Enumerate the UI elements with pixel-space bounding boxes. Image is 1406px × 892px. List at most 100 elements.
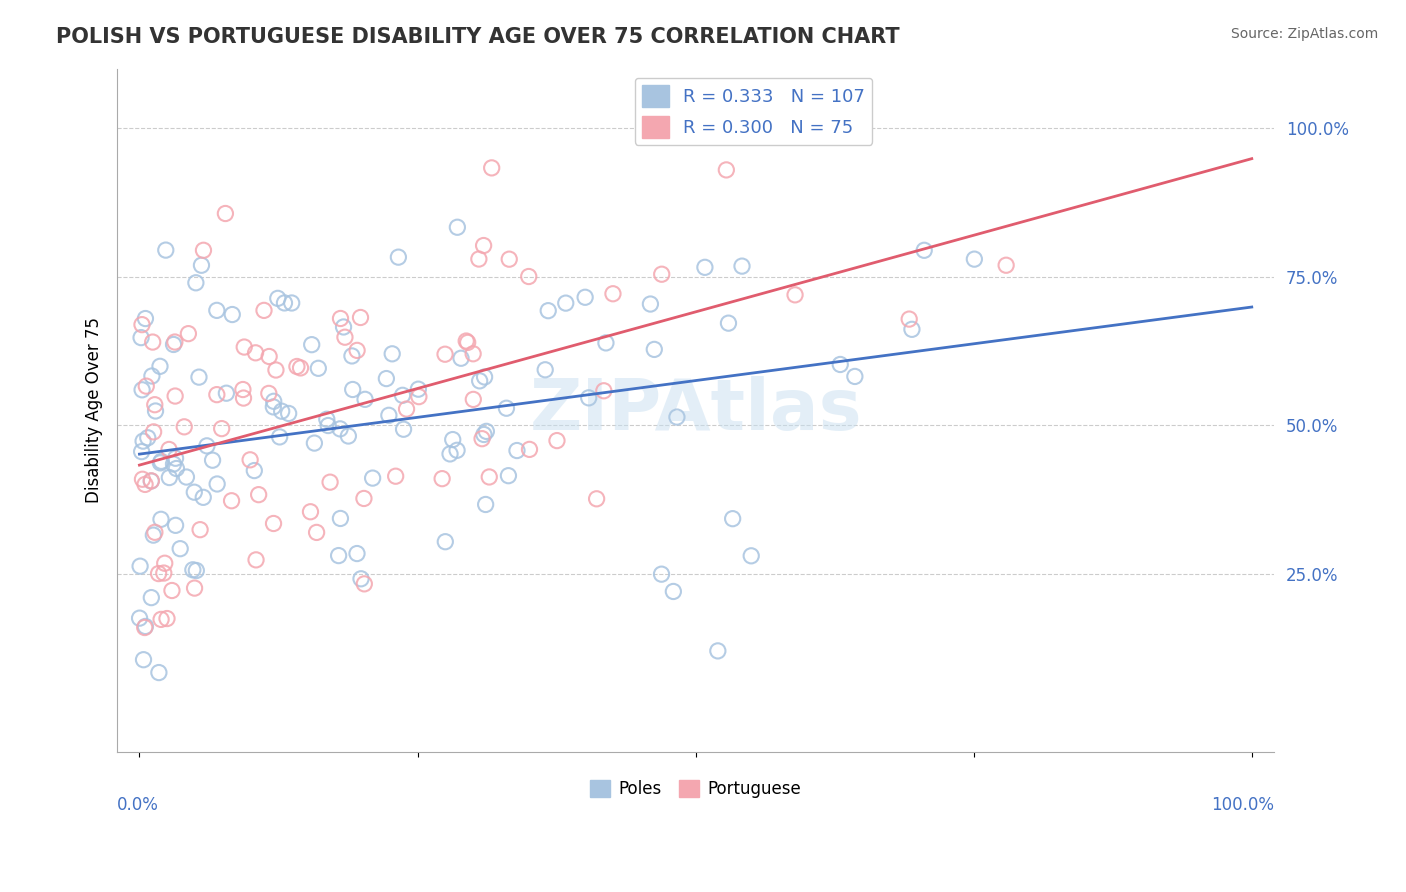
Point bbox=[387, 250, 409, 264]
Point bbox=[155, 243, 177, 257]
Point bbox=[162, 457, 184, 471]
Point bbox=[471, 432, 494, 446]
Point bbox=[150, 612, 173, 626]
Point bbox=[912, 244, 935, 258]
Point bbox=[173, 419, 195, 434]
Point bbox=[963, 252, 986, 267]
Point bbox=[721, 511, 744, 525]
Point bbox=[332, 320, 354, 334]
Y-axis label: Disability Age Over 75: Disability Age Over 75 bbox=[86, 318, 103, 503]
Point bbox=[128, 611, 150, 625]
Point bbox=[145, 404, 167, 418]
Point bbox=[375, 371, 398, 385]
Point bbox=[307, 361, 329, 376]
Point bbox=[340, 349, 363, 363]
Point bbox=[478, 470, 501, 484]
Point bbox=[474, 370, 496, 384]
Point bbox=[290, 360, 312, 375]
Point bbox=[830, 358, 852, 372]
Point bbox=[134, 311, 156, 326]
Point bbox=[157, 470, 180, 484]
Point bbox=[395, 402, 418, 417]
Point bbox=[384, 469, 406, 483]
Point bbox=[263, 394, 285, 409]
Point bbox=[277, 407, 299, 421]
Point bbox=[143, 398, 166, 412]
Point bbox=[434, 534, 457, 549]
Point bbox=[156, 611, 179, 625]
Point bbox=[160, 583, 183, 598]
Point bbox=[188, 523, 211, 537]
Point bbox=[143, 525, 166, 540]
Point bbox=[707, 644, 730, 658]
Point bbox=[195, 439, 218, 453]
Legend: Poles, Portuguese: Poles, Portuguese bbox=[583, 773, 807, 805]
Point bbox=[131, 472, 153, 486]
Point bbox=[233, 340, 256, 354]
Point bbox=[662, 584, 685, 599]
Point bbox=[333, 330, 356, 344]
Point bbox=[546, 434, 568, 448]
Text: Source: ZipAtlas.com: Source: ZipAtlas.com bbox=[1230, 27, 1378, 41]
Point bbox=[157, 442, 180, 457]
Point bbox=[329, 311, 352, 326]
Point bbox=[153, 556, 176, 570]
Point bbox=[221, 308, 243, 322]
Point bbox=[439, 447, 461, 461]
Point bbox=[183, 581, 205, 595]
Point bbox=[740, 549, 762, 563]
Point bbox=[215, 386, 238, 401]
Point bbox=[243, 464, 266, 478]
Point bbox=[350, 572, 373, 586]
Point bbox=[592, 384, 614, 398]
Point bbox=[142, 528, 165, 542]
Point bbox=[267, 291, 290, 305]
Text: 0.0%: 0.0% bbox=[117, 797, 159, 814]
Point bbox=[239, 452, 262, 467]
Point bbox=[129, 559, 152, 574]
Point bbox=[337, 429, 360, 443]
Point bbox=[205, 303, 228, 318]
Point bbox=[141, 369, 163, 384]
Point bbox=[232, 383, 254, 397]
Point bbox=[392, 422, 415, 436]
Point bbox=[346, 547, 368, 561]
Point bbox=[141, 474, 163, 488]
Point bbox=[361, 471, 384, 485]
Point bbox=[183, 485, 205, 500]
Point bbox=[481, 161, 503, 175]
Point bbox=[245, 553, 267, 567]
Point bbox=[519, 442, 541, 457]
Point bbox=[184, 276, 207, 290]
Point bbox=[554, 296, 576, 310]
Point bbox=[205, 387, 228, 401]
Text: 100.0%: 100.0% bbox=[1211, 797, 1274, 814]
Point bbox=[201, 453, 224, 467]
Point bbox=[262, 400, 284, 414]
Point bbox=[186, 564, 208, 578]
Point bbox=[498, 468, 520, 483]
Point bbox=[995, 258, 1018, 272]
Point bbox=[245, 346, 267, 360]
Point bbox=[257, 350, 280, 364]
Point bbox=[253, 303, 276, 318]
Point bbox=[450, 351, 472, 366]
Point bbox=[595, 335, 617, 350]
Point bbox=[232, 391, 254, 405]
Point bbox=[353, 577, 375, 591]
Point bbox=[132, 434, 155, 449]
Point bbox=[378, 409, 401, 423]
Point bbox=[446, 220, 468, 235]
Point bbox=[574, 290, 596, 304]
Point bbox=[177, 326, 200, 341]
Point bbox=[441, 433, 464, 447]
Point bbox=[148, 566, 170, 581]
Point bbox=[463, 392, 485, 407]
Point bbox=[353, 491, 375, 506]
Point bbox=[381, 347, 404, 361]
Point bbox=[901, 322, 924, 336]
Point bbox=[150, 454, 173, 468]
Point bbox=[131, 444, 153, 458]
Point bbox=[472, 238, 495, 252]
Point bbox=[391, 388, 413, 402]
